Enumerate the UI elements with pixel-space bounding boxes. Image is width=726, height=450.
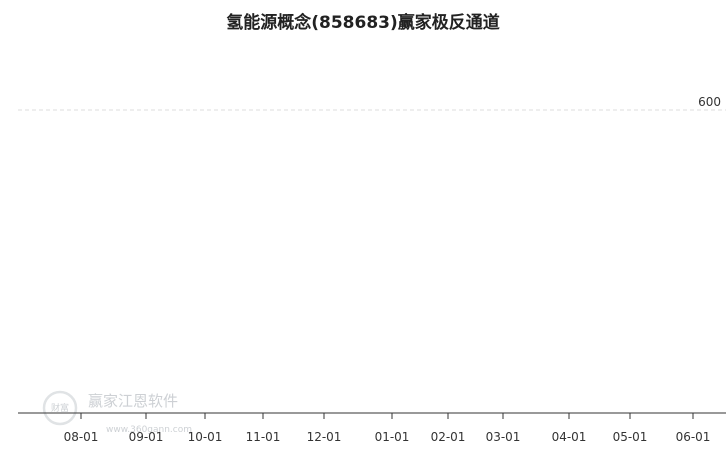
chart-title: 氢能源概念(858683)赢家极反通道: [226, 12, 500, 33]
x-axis: 08-01 09-01 10-01 11-01 12-01 01-01 02-01 03-01…: [18, 412, 726, 444]
x-tick-label: 04-01: [552, 430, 587, 444]
x-tick-label: 12-01: [307, 430, 342, 444]
watermark-brand: 赢家江恩软件: [88, 392, 178, 410]
x-tick-label: 11-01: [246, 430, 281, 444]
watermark-seal-text: 财富: [51, 402, 69, 414]
y-axis: 6008001000120014001600: [698, 95, 721, 109]
x-tick-label: 09-01: [129, 430, 164, 444]
grid: [18, 109, 726, 111]
x-tick-label: 10-01: [188, 430, 223, 444]
x-tick-label: 02-01: [431, 430, 466, 444]
x-tick-label: 08-01: [64, 430, 99, 444]
watermark-url: www.360gann.com: [106, 425, 192, 435]
y-tick-label: 600: [698, 95, 721, 109]
watermark-seal: [42, 390, 78, 426]
watermark: 财富 赢家江恩软件 www.360gann.com: [42, 390, 192, 435]
x-tick-label: 03-01: [486, 430, 521, 444]
x-tick-label: 01-01: [375, 430, 410, 444]
x-tick-label: 06-01: [676, 430, 711, 444]
x-tick-label: 05-01: [613, 430, 648, 444]
